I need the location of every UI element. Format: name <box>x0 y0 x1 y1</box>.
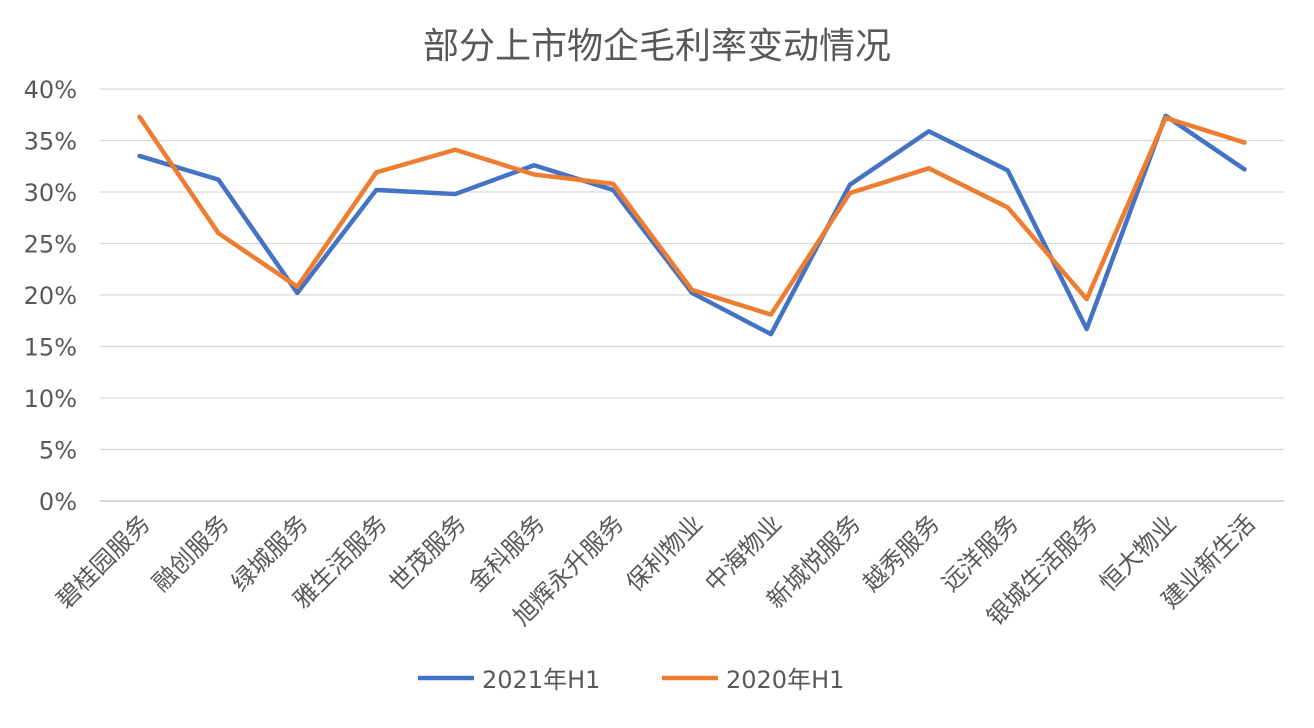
x-tick-label: 保利物业 <box>621 509 709 597</box>
legend-label: 2020年H1 <box>726 666 844 694</box>
legend: 2021年H1 2020年H1 <box>418 666 844 694</box>
x-tick-label: 碧桂园服务 <box>51 509 156 614</box>
y-tick-label: 0% <box>39 488 77 516</box>
legend-label: 2021年H1 <box>482 666 600 694</box>
y-tick-label: 25% <box>24 231 77 259</box>
y-tick-label: 30% <box>24 179 77 207</box>
series-line-0 <box>139 116 1244 334</box>
x-axis-ticks: 碧桂园服务融创服务绿城服务雅生活服务世茂服务金科服务旭辉永升服务保利物业中海物业… <box>51 509 1261 631</box>
y-axis-ticks: 0% 5% 10% 15% 20% 25% 30% 35% 40% <box>24 76 77 516</box>
y-tick-label: 20% <box>24 282 77 310</box>
y-tick-label: 5% <box>39 437 77 465</box>
y-tick-label: 40% <box>24 76 77 104</box>
chart-title: 部分上市物企毛利率变动情况 <box>423 26 891 67</box>
series-lines <box>139 116 1244 335</box>
x-tick-label: 世茂服务 <box>384 509 472 597</box>
x-tick-label: 融创服务 <box>147 509 235 597</box>
y-tick-label: 15% <box>24 334 77 362</box>
y-tick-label: 35% <box>24 128 77 156</box>
x-tick-label: 越秀服务 <box>857 509 945 597</box>
y-tick-label: 10% <box>24 385 77 413</box>
